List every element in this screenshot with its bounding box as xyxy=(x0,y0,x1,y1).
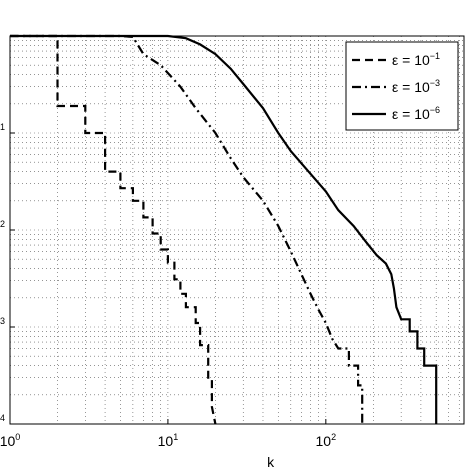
grid xyxy=(9,35,464,425)
series-layer xyxy=(10,34,438,425)
y-tick-label: 2 xyxy=(0,219,5,229)
x-tick-label: 101 xyxy=(158,432,179,449)
y-tick-label: 3 xyxy=(0,316,5,326)
legend: ε = 10−1 ε = 10−3 ε = 10−6 xyxy=(345,41,459,131)
series-line-1 xyxy=(10,34,217,425)
legend-label-3: ε = 10−6 xyxy=(392,105,440,122)
y-tick-label: 1 xyxy=(0,122,5,132)
legend-label-2: ε = 10−3 xyxy=(392,78,440,95)
x-tick-label: 102 xyxy=(316,432,337,449)
legend-box xyxy=(345,41,459,131)
series-line-2 xyxy=(10,34,364,424)
legend-label-1: ε = 10−1 xyxy=(392,51,440,68)
axis-ticks: 100 101 102 1 2 3 4 xyxy=(0,122,336,449)
y-tick-label: 4 xyxy=(0,413,5,423)
series-line-3 xyxy=(10,34,438,424)
x-tick-label: 100 xyxy=(0,432,20,449)
x-axis-label: k xyxy=(267,454,275,470)
